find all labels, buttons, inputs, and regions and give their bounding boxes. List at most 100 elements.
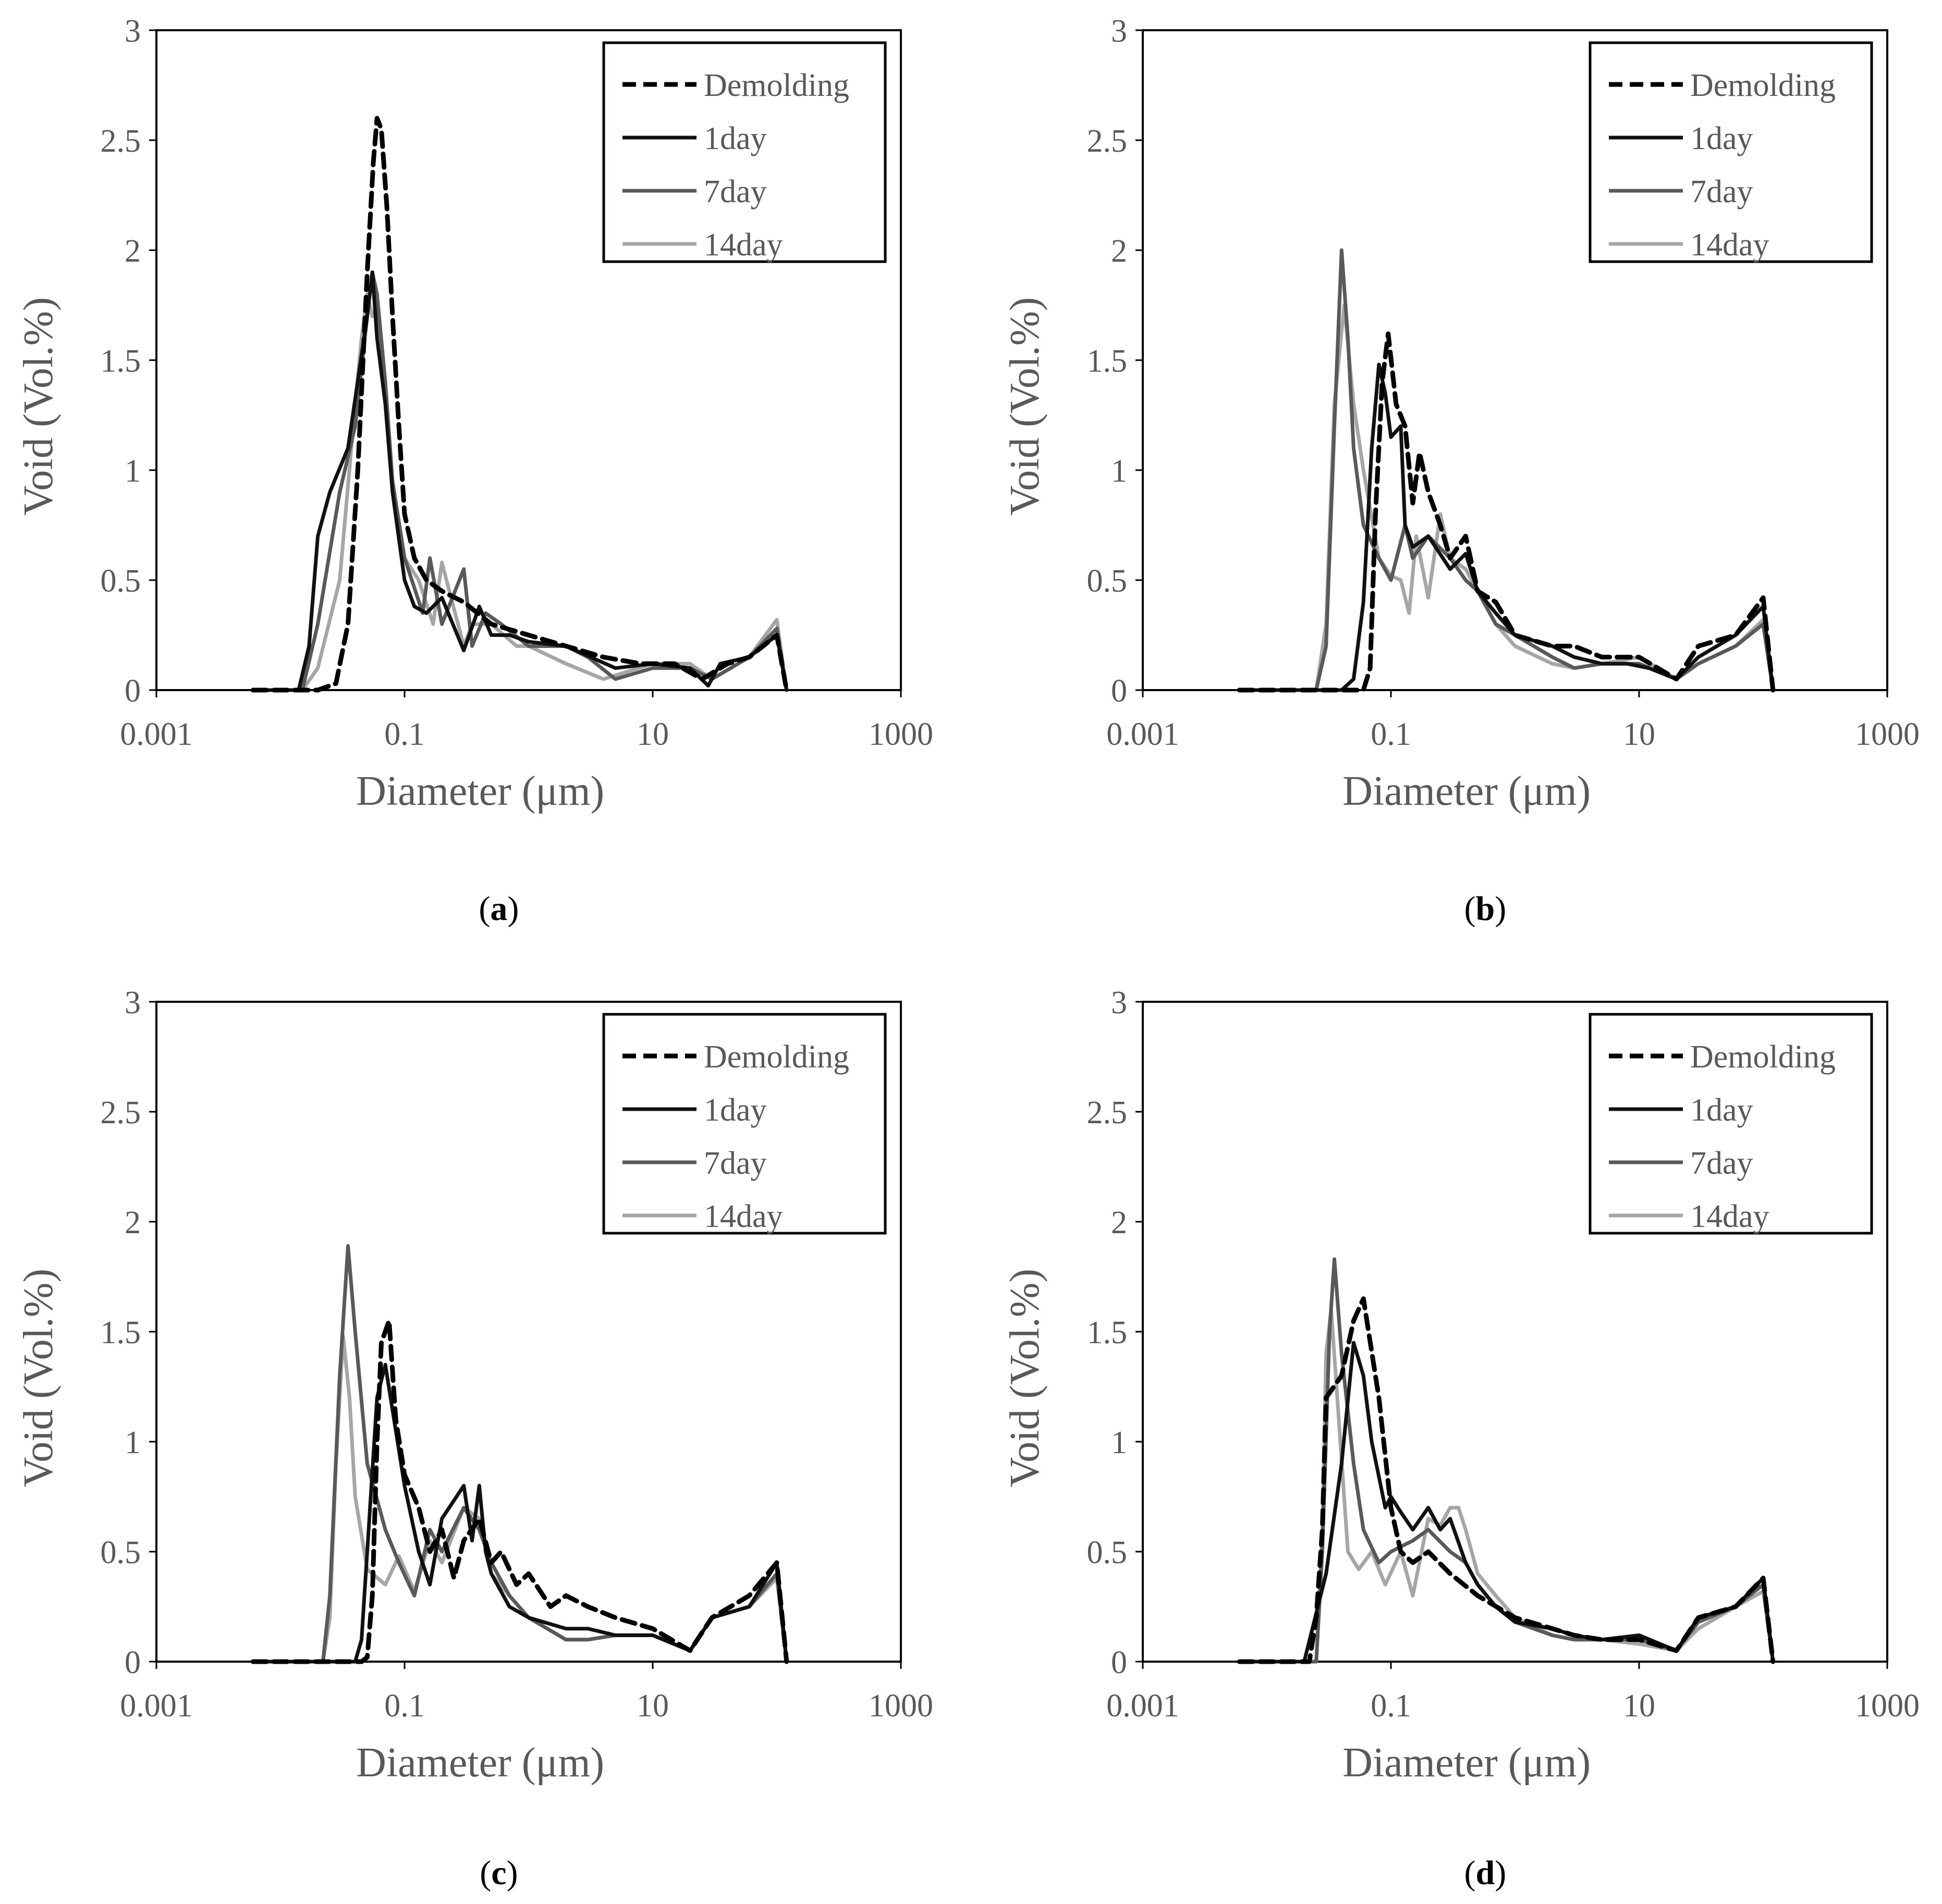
panel-label: (b)	[1464, 890, 1507, 928]
chart-panel-c: 0 0.5 1 1.5 2 2.5 3 0.001 0.1 10 1000 Diameter (μm)…	[16, 985, 933, 1892]
y-tick-label: 0	[1111, 1645, 1127, 1680]
legend-label-14day: 14day	[704, 1199, 783, 1234]
y-tick-label: 2	[125, 1205, 141, 1240]
panel-label: (d)	[1464, 1854, 1507, 1892]
y-axis-title: Void (Vol.%)	[16, 297, 62, 515]
x-axis-title: Diameter (μm)	[1342, 768, 1591, 814]
y-tick-label: 0.5	[101, 1535, 141, 1570]
x-tick-label: 0.001	[120, 717, 193, 752]
y-tick-label: 0	[125, 673, 141, 709]
y-tick-label: 1.5	[1087, 343, 1128, 379]
legend: Demolding 1day 7day 14day	[602, 1013, 887, 1235]
legend-label-1day: 1day	[704, 121, 767, 156]
legend: Demolding 1day 7day 14day	[602, 41, 887, 263]
legend-label-1day: 1day	[704, 1092, 767, 1128]
chart-panel-b: 0 0.5 1 1.5 2 2.5 3 0.001 0.1 10 1000 Diameter (μm)…	[1002, 14, 1920, 928]
x-tick-label: 1000	[869, 717, 933, 752]
y-axis-title: Void (Vol.%)	[1002, 1269, 1048, 1487]
y-tick-label: 3	[1111, 14, 1127, 49]
x-tick-label: 0.001	[120, 1688, 193, 1724]
series-line-14day	[1237, 303, 1775, 692]
panel-label-close: )	[507, 890, 519, 928]
series-line-demolding	[1237, 331, 1776, 693]
panel-label-open: (	[1464, 890, 1476, 928]
legend-label-14day: 14day	[1690, 227, 1769, 263]
panel-label-open: (	[479, 890, 490, 928]
panel-label-open: (	[1464, 1854, 1476, 1892]
y-tick-label: 3	[1111, 985, 1127, 1021]
series-line-demolding	[1237, 1296, 1776, 1664]
x-tick-label: 10	[1623, 717, 1655, 752]
series-line-7day	[251, 1244, 789, 1664]
series-line-1day	[1237, 362, 1775, 692]
y-tick-label: 0.5	[101, 563, 141, 599]
panel-label-letter: d	[1476, 1854, 1495, 1892]
y-axis-title: Void (Vol.%)	[16, 1269, 62, 1487]
x-tick-label: 1000	[1855, 717, 1920, 752]
y-tick-label: 1	[1111, 453, 1127, 489]
y-tick-label: 3	[125, 985, 141, 1021]
y-tick-label: 1	[125, 1425, 141, 1460]
panel-label: (c)	[480, 1854, 518, 1892]
legend-frame	[1589, 41, 1873, 263]
series-line-14day	[251, 292, 789, 692]
y-tick-label: 0	[125, 1645, 141, 1680]
series-line-1day	[251, 270, 789, 692]
y-tick-label: 2.5	[1087, 124, 1128, 159]
x-tick-label: 0.1	[384, 717, 425, 752]
legend-label-7day: 7day	[704, 1146, 767, 1181]
panel-label-letter: b	[1476, 890, 1495, 928]
y-tick-label: 1.5	[101, 343, 141, 379]
y-axis-title: Void (Vol.%)	[1002, 297, 1048, 515]
legend-label-7day: 7day	[1690, 1146, 1753, 1181]
x-tick-label: 1000	[1855, 1688, 1920, 1724]
y-tick-label: 0	[1111, 673, 1127, 709]
series-line-demolding	[250, 116, 789, 693]
panel-label-close: )	[507, 1854, 518, 1892]
x-tick-label: 10	[1623, 1688, 1655, 1724]
y-tick-label: 2.5	[101, 1095, 141, 1131]
x-tick-label: 1000	[869, 1688, 933, 1724]
x-tick-label: 0.001	[1106, 717, 1179, 752]
x-axis-title: Diameter (μm)	[356, 1740, 604, 1786]
legend-frame	[1589, 1013, 1873, 1235]
legend-label-14day: 14day	[704, 227, 783, 263]
y-tick-label: 3	[125, 14, 141, 49]
x-tick-label: 10	[637, 1688, 669, 1724]
chart-panel-d: 0 0.5 1 1.5 2 2.5 3 0.001 0.1 10 1000 Diameter (μm)…	[1002, 985, 1920, 1892]
y-tick-label: 2.5	[101, 124, 141, 159]
legend: Demolding 1day 7day 14day	[1589, 41, 1873, 263]
y-tick-label: 2	[1111, 1205, 1127, 1240]
legend-frame	[602, 1013, 887, 1235]
panel-label: (a)	[479, 890, 519, 928]
y-tick-label: 2	[1111, 234, 1127, 269]
x-tick-label: 0.1	[1371, 717, 1411, 752]
legend-label-7day: 7day	[1690, 174, 1753, 210]
x-axis-title: Diameter (μm)	[1342, 1740, 1591, 1786]
y-tick-label: 0.5	[1087, 1535, 1128, 1570]
x-tick-label: 0.001	[1106, 1688, 1179, 1724]
y-tick-label: 1.5	[101, 1315, 141, 1350]
y-tick-label: 1	[1111, 1425, 1127, 1460]
y-tick-label: 1	[125, 453, 141, 489]
x-tick-label: 10	[637, 717, 669, 752]
legend: Demolding 1day 7day 14day	[1589, 1013, 1873, 1235]
y-tick-label: 2.5	[1087, 1095, 1128, 1131]
panel-label-open: (	[480, 1854, 491, 1892]
panel-label-close: )	[1495, 1854, 1506, 1892]
legend-label-14day: 14day	[1690, 1199, 1769, 1234]
legend-label-1day: 1day	[1690, 121, 1753, 156]
legend-label-demolding: Demolding	[704, 68, 849, 103]
y-tick-label: 0.5	[1087, 563, 1128, 599]
panel-label-close: )	[1495, 890, 1506, 928]
legend-frame	[602, 41, 887, 263]
x-tick-label: 0.1	[1371, 1688, 1411, 1724]
series-line-demolding	[250, 1318, 789, 1664]
legend-label-demolding: Demolding	[704, 1039, 849, 1075]
chart-panel-a: 0 0.5 1 1.5 2 2.5 3 0.001 0.1 10 1000 Diameter (μm)…	[16, 14, 933, 928]
legend-label-1day: 1day	[1690, 1092, 1753, 1128]
legend-label-demolding: Demolding	[1690, 68, 1836, 103]
x-axis-title: Diameter (μm)	[356, 768, 604, 814]
panel-label-letter: a	[490, 890, 507, 928]
